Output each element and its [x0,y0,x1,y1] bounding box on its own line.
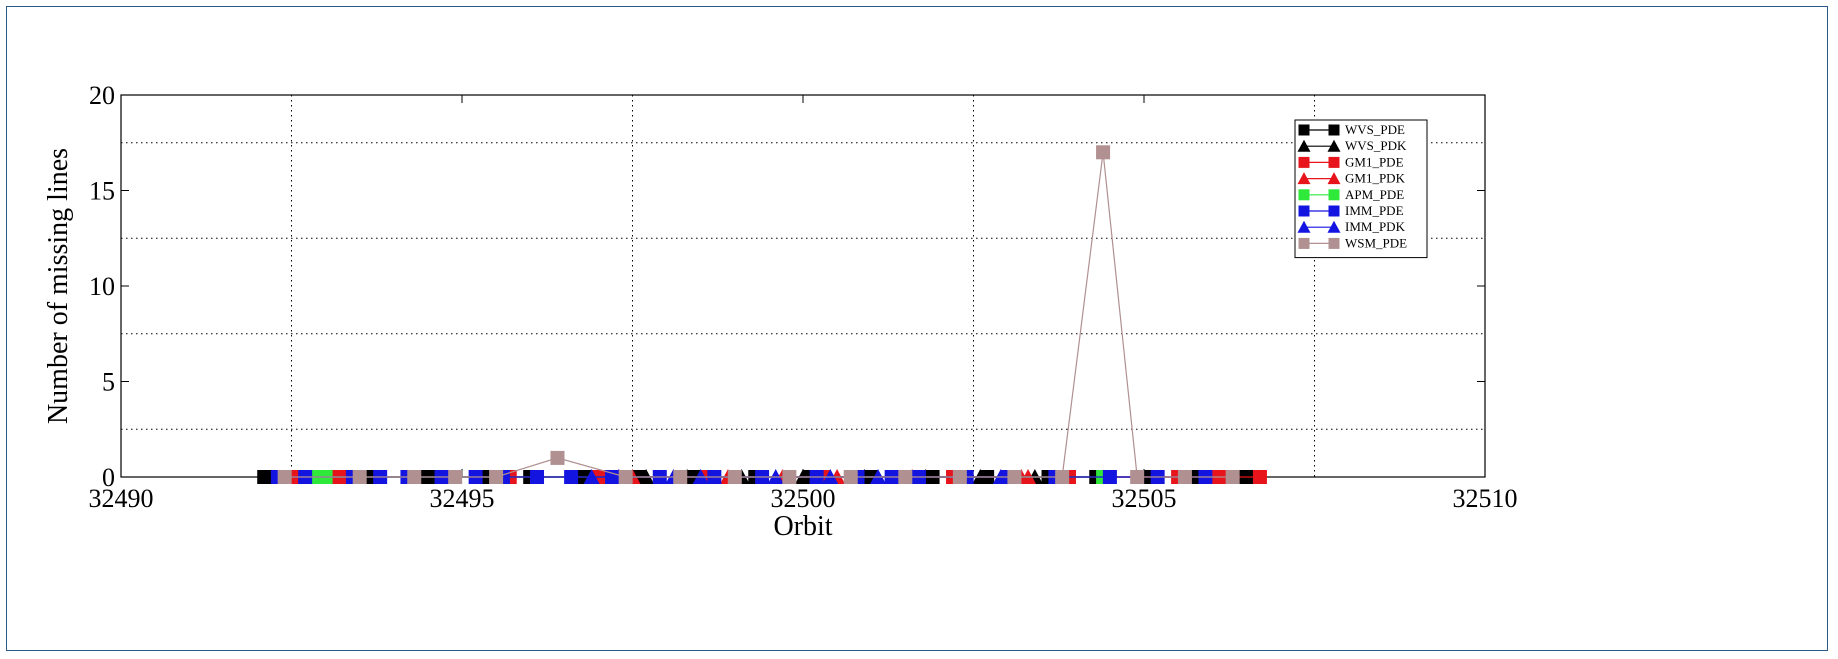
data-point [564,470,579,484]
legend-item: APM_PDE [1298,187,1404,202]
data-point [727,470,742,484]
data-point [1096,145,1111,160]
legend-label: IMM_PDK [1345,219,1406,234]
legend-marker [1297,139,1311,152]
y-tick-label: 20 [89,81,115,110]
data-point [1007,470,1022,484]
data-point [489,470,504,484]
series-line [284,152,1233,478]
legend-label: GM1_PDE [1345,154,1404,169]
figure-frame: 32490 32495 32500 32505 32510 0 5 10 15 20 Orbit … [6,6,1828,651]
data-point [952,470,967,484]
x-axis-label: Orbit [773,511,832,542]
series-WSM_PDE [277,145,1240,484]
data-point [407,470,422,484]
axis-ticks: 32490 32495 32500 32505 32510 0 5 10 15 20 [89,81,1518,513]
legend-label: IMM_PDE [1345,203,1404,218]
legend-item: WSM_PDE [1298,235,1407,250]
legend-marker [1297,172,1311,185]
data-point [448,470,463,484]
data-point [898,470,913,484]
data-point [530,470,545,484]
plot-area [120,94,1486,478]
legend-item: WVS_PDE [1298,122,1405,137]
data-point [1130,470,1145,484]
legend-marker [1298,124,1310,136]
legend-marker [1298,205,1310,217]
data-point [618,470,633,484]
legend-marker [1328,189,1340,201]
legend-marker [1328,205,1340,217]
legend-marker [1328,124,1340,136]
legend-marker [1297,220,1311,233]
legend-marker [1327,220,1341,233]
legend-marker [1327,139,1341,152]
grid [121,95,1485,477]
data-point [843,470,858,484]
legend-label: APM_PDE [1345,187,1404,202]
y-axis-label: Number of missing lines [43,148,74,424]
data-point [1055,470,1070,484]
legend-item: IMM_PDK [1297,219,1406,234]
legend-marker [1298,189,1310,201]
data-point [1225,470,1240,484]
legend-label: WSM_PDE [1345,235,1407,250]
legend-item: WVS_PDK [1297,138,1407,153]
legend-item: IMM_PDE [1298,203,1404,218]
legend-label: WVS_PDK [1345,138,1407,153]
legend: WVS_PDEWVS_PDKGM1_PDEGM1_PDKAPM_PDEIMM_P… [1294,119,1428,259]
y-tick-label: 15 [89,177,115,206]
x-tick-label: 32500 [771,484,836,513]
legend-marker [1298,237,1310,249]
data-point [550,450,565,465]
y-tick-label: 10 [89,272,115,301]
data-point [1252,470,1267,484]
legend-item: GM1_PDE [1298,154,1404,169]
x-tick-label: 32495 [430,484,495,513]
data-point [1177,470,1192,484]
data-point [277,470,292,484]
legend-box [1294,119,1428,259]
data-point [673,470,688,484]
x-tick-label: 32505 [1112,484,1177,513]
legend-item: GM1_PDK [1297,171,1406,186]
legend-label: GM1_PDK [1345,171,1406,186]
series [257,145,1267,484]
x-tick-label: 32510 [1453,484,1518,513]
legend-marker [1298,156,1310,168]
legend-marker [1327,172,1341,185]
y-tick-label: 5 [102,368,115,397]
x-tick-label: 32490 [89,484,154,513]
data-point [1102,470,1117,484]
data-point [583,469,600,484]
data-point [782,470,797,484]
data-point [257,470,272,484]
data-point [352,470,367,484]
legend-label: WVS_PDE [1345,122,1405,137]
legend-marker [1328,156,1340,168]
legend-marker [1328,237,1340,249]
y-tick-label: 0 [102,463,115,492]
